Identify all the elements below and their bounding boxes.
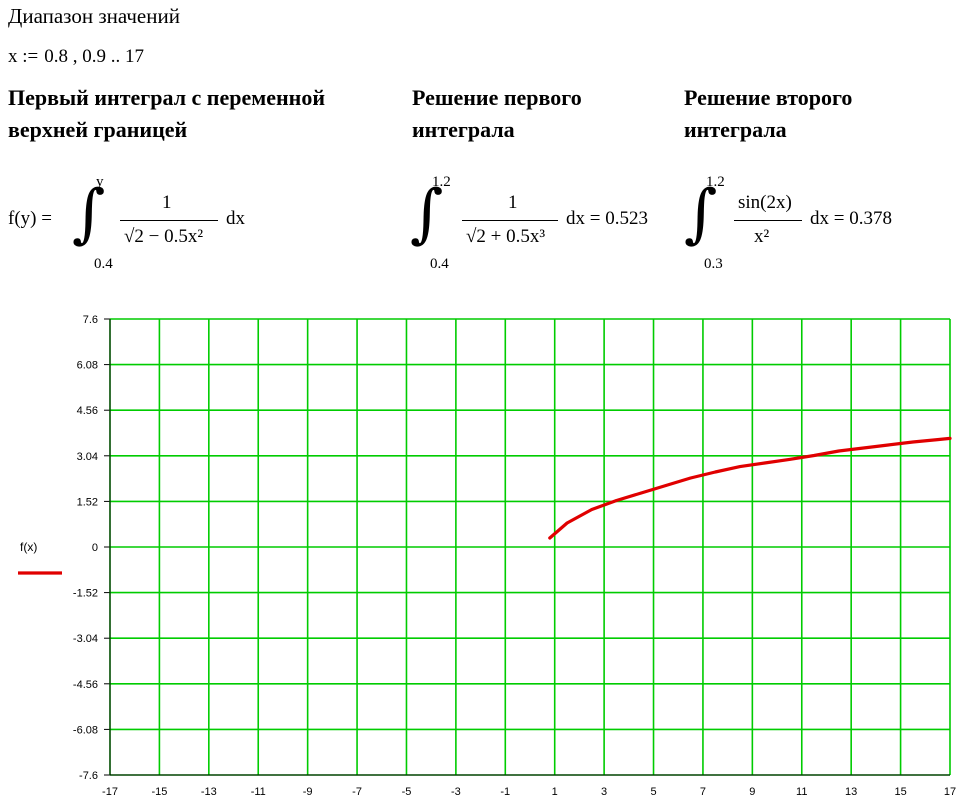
data-point <box>812 454 816 457</box>
header-second-solution-line1: Решение второго <box>684 85 853 110</box>
y-tick-label: -7.6 <box>79 770 98 782</box>
formula-second-solution: ∫ 1.2 0.3 sin(2x) x² dx = 0.378 <box>682 174 942 276</box>
y-tick-label: -1.52 <box>73 588 98 600</box>
data-point <box>565 521 569 525</box>
x-tick-label: 17 <box>944 786 956 798</box>
data-point <box>713 470 717 474</box>
formula-int2-denominator: x² <box>754 226 770 247</box>
x-tick-label: 3 <box>601 786 607 798</box>
x-tick-label: 5 <box>650 786 656 798</box>
header-second-solution-line2: интеграла <box>684 117 787 142</box>
y-tick-label: -3.04 <box>73 633 98 645</box>
y-tick-label: 0 <box>92 542 98 554</box>
formula-f-numerator: 1 <box>162 192 172 213</box>
data-point <box>664 484 668 487</box>
formula-int2-result: dx = 0.378 <box>810 208 892 229</box>
x-tick-label: 11 <box>796 786 807 798</box>
data-point <box>936 438 940 441</box>
y-tick-label: -6.08 <box>73 724 98 736</box>
data-point <box>689 476 692 480</box>
formula-first-solution: ∫ 1.2 0.4 1 √2 + 0.5x³ dx = 0.523 <box>408 174 668 276</box>
formula-f-definition: f(y) = ∫ y 0.4 1 √2 − 0.5x² dx <box>8 174 268 276</box>
formula-f-lower: 0.4 <box>94 256 113 272</box>
x-tick-label: -11 <box>251 786 266 798</box>
formula-int2-upper: 1.2 <box>706 174 725 190</box>
formula-int1-upper: 1.2 <box>432 174 451 190</box>
x-tick-label: 15 <box>894 786 906 798</box>
y-tick-label: -4.56 <box>73 679 98 691</box>
y-tick-label: 7.6 <box>83 314 98 326</box>
y-tick-label: 4.56 <box>77 405 98 417</box>
formula-f-upper: y <box>96 174 104 190</box>
x-tick-label: -9 <box>303 786 313 798</box>
formula-int2-numerator: sin(2x) <box>738 192 792 213</box>
x-tick-label: 9 <box>749 786 755 798</box>
formula-f-lhs: f(y) = <box>8 208 52 229</box>
x-tick-label: -5 <box>402 786 412 798</box>
x-tick-label: -17 <box>102 786 118 798</box>
data-point <box>837 449 841 453</box>
formula-int1-denominator: √2 + 0.5x³ <box>466 226 546 247</box>
x-tick-label: -7 <box>352 786 362 798</box>
header-first-integral-line1: Первый интеграл с переменной <box>8 85 326 110</box>
header-first-solution-line2: интеграла <box>412 117 515 142</box>
formula-f-dx: dx <box>226 208 245 229</box>
data-point <box>886 443 890 447</box>
range-definition: x := 0.8 , 0.9 .. 17 <box>8 46 144 68</box>
formula-int2-lower: 0.3 <box>704 256 723 272</box>
data-point <box>590 508 594 511</box>
series-line-fx <box>548 436 952 540</box>
header-second-solution: Решение второго интеграла <box>684 82 852 146</box>
integral-sign-icon: ∫ <box>72 177 106 251</box>
x-tick-label: -13 <box>201 786 217 798</box>
header-first-solution-line1: Решение первого <box>412 85 582 110</box>
x-tick-label: 7 <box>700 786 706 798</box>
x-tick-label: 1 <box>552 786 558 798</box>
fraction-bar <box>120 220 218 221</box>
formula-int1-lower: 0.4 <box>430 256 449 272</box>
formula-int1-result: dx = 0.523 <box>566 208 648 229</box>
x-tick-label: -15 <box>151 786 167 798</box>
data-point <box>763 461 767 465</box>
data-point <box>738 465 742 468</box>
x-tick-label: -1 <box>500 786 510 798</box>
formula-int1-numerator: 1 <box>508 192 518 213</box>
data-point <box>911 440 915 444</box>
formula-f-denominator: √2 − 0.5x² <box>124 226 204 247</box>
y-tick-label: 6.08 <box>77 360 98 372</box>
data-point <box>615 499 618 502</box>
header-first-solution: Решение первого интеграла <box>412 82 582 146</box>
data-point <box>862 446 865 450</box>
data-point <box>639 491 643 495</box>
data-point <box>788 458 791 461</box>
fraction-bar <box>462 220 558 221</box>
x-tick-label: 13 <box>845 786 857 798</box>
heading: Диапазон значений <box>8 4 180 28</box>
y-tick-label: 1.52 <box>77 496 98 508</box>
y-tick-label: 3.04 <box>77 451 98 463</box>
x-tick-label: -3 <box>451 786 461 798</box>
fraction-bar <box>734 220 802 221</box>
range-value: 0.8 , 0.9 .. 17 <box>44 46 144 67</box>
data-point <box>548 536 552 540</box>
data-point <box>948 437 952 440</box>
integral-sign-icon: ∫ <box>684 177 718 251</box>
header-first-integral-line2: верхней границей <box>8 117 188 142</box>
range-var: x := <box>8 46 39 67</box>
header-first-integral: Первый интеграл с переменной верхней гра… <box>8 82 325 146</box>
legend-label: f(x) <box>20 540 37 554</box>
integral-sign-icon: ∫ <box>410 177 444 251</box>
